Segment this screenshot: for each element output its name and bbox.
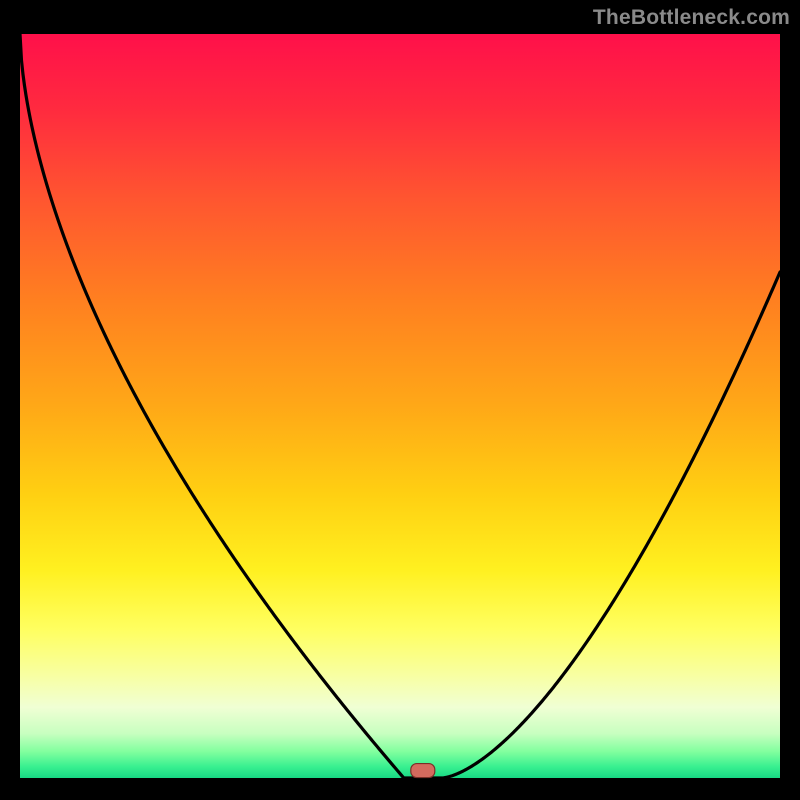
chart-svg <box>0 0 800 800</box>
sweet-spot-marker <box>411 764 435 778</box>
watermark-text: TheBottleneck.com <box>593 6 790 30</box>
gradient-plot-area <box>20 34 780 778</box>
chart-stage: { "meta": { "watermark": "TheBottleneck.… <box>0 0 800 800</box>
